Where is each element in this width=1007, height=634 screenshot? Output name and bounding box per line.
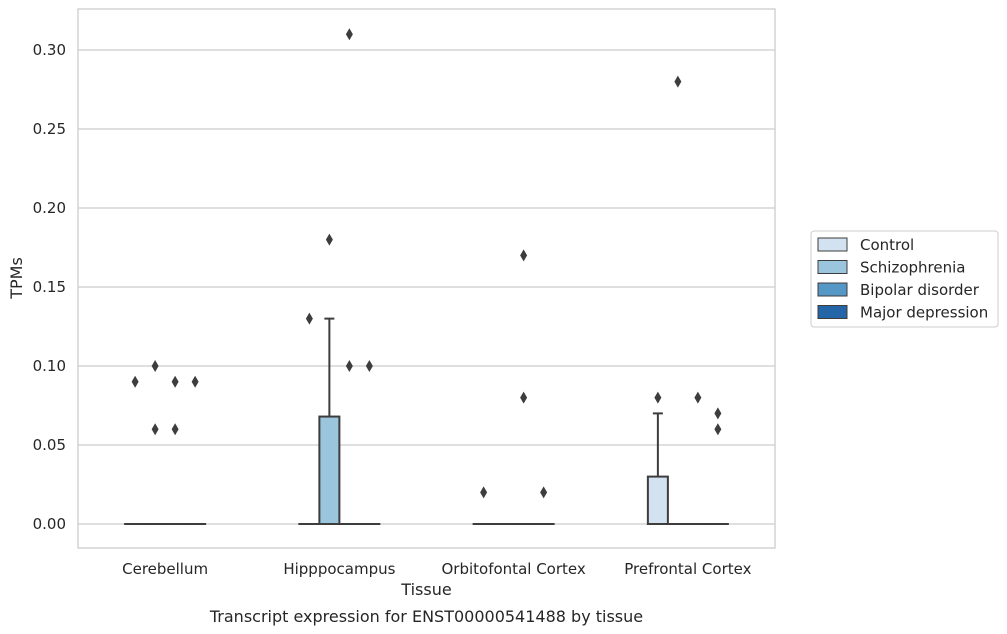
box-group [318, 233, 341, 525]
outlier-point [694, 391, 702, 404]
outlier-point [654, 391, 662, 404]
box-series [124, 28, 729, 526]
x-tick-labels: Cerebellum Hipppocampus Orbitofontal Corte… [122, 560, 751, 578]
outlier-point [480, 486, 488, 499]
plot-background [78, 9, 775, 548]
box-group [706, 407, 729, 526]
legend-swatch [817, 305, 848, 319]
y-tick-label: 0.15 [33, 278, 66, 296]
outlier-point [151, 423, 159, 436]
box-group [472, 486, 495, 526]
legend-swatch [817, 260, 848, 274]
y-tick-label: 0.05 [33, 436, 66, 454]
outlier-point [191, 375, 199, 388]
box [646, 475, 669, 526]
x-axis-title: Tissue [400, 580, 451, 599]
box-group [184, 375, 207, 526]
y-tick-label: 0.20 [33, 199, 66, 217]
outlier-point [325, 233, 333, 246]
outlier-point [131, 375, 139, 388]
grid-lines [78, 49, 775, 525]
legend: Control Schizophrenia Bipolar disorder Majo… [810, 230, 999, 328]
box [318, 415, 341, 525]
y-tick-label: 0.00 [33, 515, 66, 533]
outlier-point [305, 312, 313, 325]
outlier-point [345, 360, 353, 372]
y-tick-label: 0.25 [33, 120, 66, 138]
chart-caption: Transcript expression for ENST0000054148… [209, 607, 643, 626]
outlier-point [520, 391, 528, 404]
x-tick-label: Hipppocampus [283, 560, 395, 578]
legend-label: Control [860, 236, 914, 254]
outlier-point [365, 360, 373, 372]
box-group [646, 391, 669, 526]
plot-frame [77, 8, 776, 549]
legend-swatch [817, 282, 848, 297]
outlier-point [345, 28, 353, 41]
outlier-point [520, 249, 528, 262]
outlier-point [151, 360, 159, 372]
x-tick-label: Orbitofontal Cortex [442, 560, 586, 578]
legend-label: Schizophrenia [860, 259, 965, 277]
x-tick-label: Prefrontal Cortex [624, 560, 751, 578]
outlier-point [674, 75, 682, 88]
box-group [686, 391, 709, 526]
x-tick-label: Cerebellum [122, 560, 208, 578]
box-group [512, 249, 535, 526]
y-axis-title: TPMs [7, 257, 26, 300]
box-group [358, 360, 381, 526]
y-tick-label: 0.30 [33, 41, 66, 59]
box-group [338, 28, 361, 526]
legend-label: Major depression [860, 304, 988, 322]
box-group [666, 75, 689, 526]
outlier-point [714, 423, 722, 436]
box-group [532, 486, 555, 526]
outlier-point [171, 375, 179, 388]
legend-swatch [817, 237, 848, 252]
legend-label: Bipolar disorder [860, 281, 980, 299]
outlier-point [714, 407, 722, 420]
outlier-point [540, 486, 548, 499]
box-group [144, 360, 167, 526]
legend-frame [810, 230, 999, 328]
y-tick-label: 0.10 [33, 357, 66, 375]
y-tick-labels: 0.00 0.05 0.10 0.15 0.20 0.25 0.30 [33, 41, 66, 533]
outlier-point [171, 423, 179, 436]
